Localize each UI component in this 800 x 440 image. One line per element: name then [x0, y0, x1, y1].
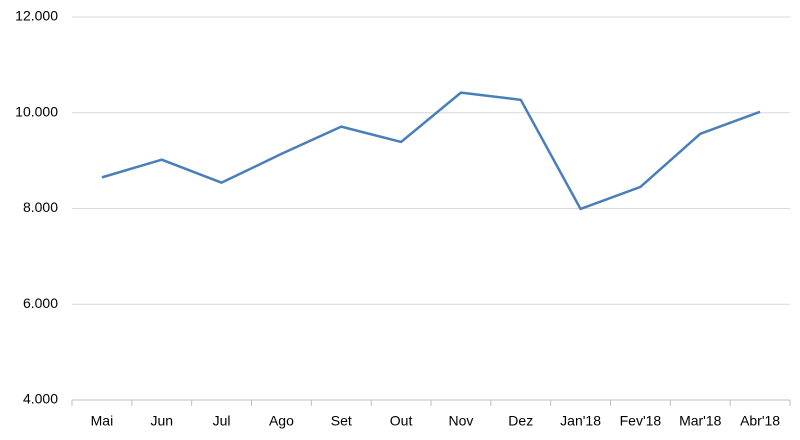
y-tick-label: 8.000	[23, 199, 58, 215]
y-tick-label: 6.000	[23, 295, 58, 311]
x-tick-label: Dez	[508, 413, 533, 429]
x-tick-label: Mai	[91, 413, 114, 429]
y-tick-label: 12.000	[15, 8, 58, 24]
x-tick-label: Jul	[213, 413, 231, 429]
x-tick-label: Set	[331, 413, 352, 429]
x-tick-label: Jun	[150, 413, 173, 429]
line-series	[101, 91, 761, 211]
x-tick-label: Nov	[448, 413, 473, 429]
x-tick-label: Fev'18	[620, 413, 662, 429]
x-tick-label: Abr'18	[740, 413, 780, 429]
x-tick-label: Mar'18	[679, 413, 722, 429]
y-tick-label: 10.000	[15, 103, 58, 119]
x-tick-label: Jan'18	[560, 413, 601, 429]
x-tick-label: Ago	[269, 413, 294, 429]
y-tick-label: 4.000	[23, 391, 58, 407]
x-tick-label: Out	[390, 413, 413, 429]
